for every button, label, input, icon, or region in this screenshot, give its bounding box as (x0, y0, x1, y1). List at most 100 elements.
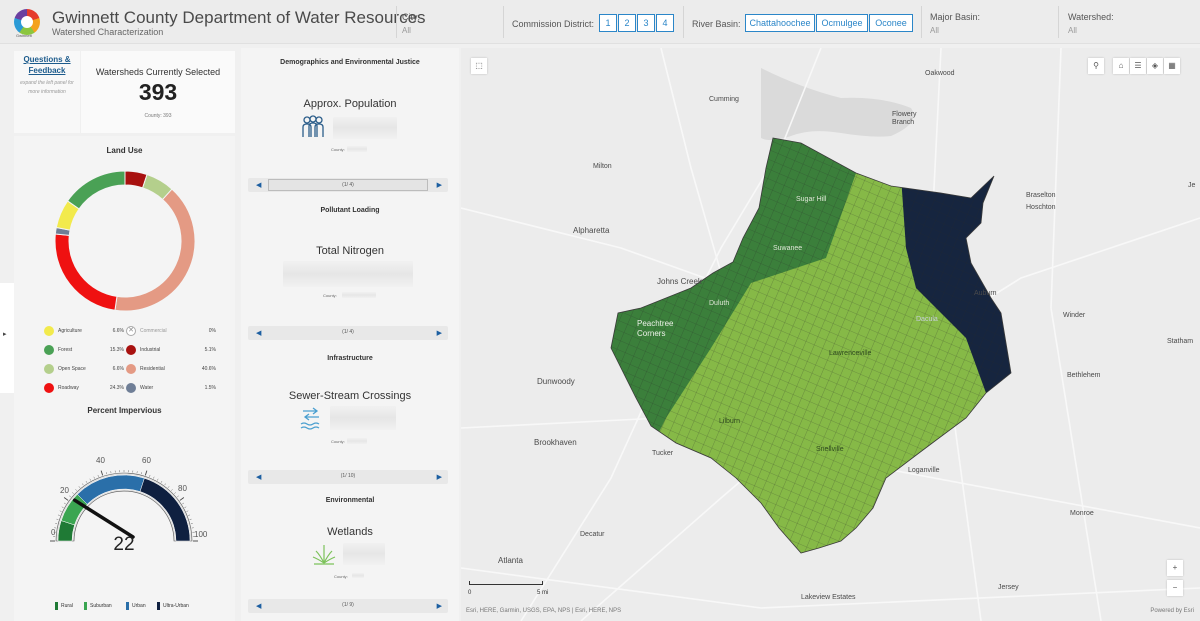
pager-next-icon[interactable]: ▶ (436, 182, 442, 189)
watersheds-selected-title: Watersheds Currently Selected (95, 67, 221, 77)
legend-value: 5.1% (204, 347, 216, 353)
gauge-tick (164, 483, 166, 486)
legend-label: Forest (58, 347, 73, 353)
gauge-tick (160, 480, 163, 483)
population-county-label: County: (331, 147, 345, 152)
commission-district-4-button[interactable]: 4 (656, 14, 674, 32)
nitrogen-county-label: County: (323, 293, 337, 298)
land-use-legend-item[interactable]: Agriculture 6.6% (44, 326, 124, 336)
basemap-gallery-button[interactable]: ▦ (1164, 58, 1180, 74)
pollutant-loading-title: Pollutant Loading (320, 207, 380, 214)
place-label-brookhaven: Brookhaven (534, 438, 577, 447)
zoom-out-button[interactable]: − (1167, 580, 1183, 596)
layers-button[interactable]: ◈ (1147, 58, 1163, 74)
land-use-donut-chart[interactable] (52, 168, 198, 314)
place-label-decatur: Decatur (580, 531, 605, 538)
land-use-legend-item[interactable]: Roadway 24.3% (44, 383, 124, 393)
pager-next-icon[interactable]: ▶ (436, 330, 442, 337)
pager-next-icon[interactable]: ▶ (436, 603, 442, 610)
legend-value: 6.6% (112, 328, 124, 334)
nitrogen-county-placeholder (342, 292, 376, 298)
gauge-tick (82, 483, 84, 486)
powered-by-esri[interactable]: Powered by Esri (1150, 608, 1194, 614)
expand-arrow-icon[interactable]: ▸ (3, 331, 7, 338)
gauge-tick (144, 470, 148, 476)
place-label-loganville: Loganville (908, 467, 940, 474)
gauge-tick (63, 502, 66, 505)
gauge-tick (75, 489, 77, 491)
map-attribution: Esri, HERE, Garmin, USGS, EPA, NPS | Esr… (466, 608, 622, 614)
people-icon (302, 115, 324, 137)
land-use-legend-item[interactable]: ✕ Commercial 0% (126, 326, 216, 336)
commission-district-2-button[interactable]: 2 (618, 14, 636, 32)
place-label-tucker: Tucker (652, 450, 674, 457)
layer-list-button[interactable]: ☰ (1130, 58, 1146, 74)
land-use-legend-item[interactable]: Forest 15.3% (44, 345, 124, 355)
pager-prev-icon[interactable]: ◀ (256, 182, 262, 189)
commission-district-3-button[interactable]: 3 (637, 14, 655, 32)
land-use-slice-forest[interactable] (66, 170, 126, 210)
watershed-value[interactable]: All (1068, 26, 1077, 35)
search-button[interactable]: ⚲ (1088, 58, 1104, 74)
zoom-in-button[interactable]: + (1167, 560, 1183, 576)
select-tool-button[interactable]: ⬚ (471, 58, 487, 74)
app-subtitle: Watershed Characterization (52, 27, 164, 37)
watersheds-selected-card: Watersheds Currently Selected 393 County… (81, 51, 235, 133)
questions-feedback-link[interactable]: Questions & Feedback (23, 55, 71, 75)
watershed-map[interactable]: Oakwood Cumming Flowery Branch Milton Su… (461, 48, 1200, 621)
gauge-tick (153, 476, 155, 479)
place-label-monroe: Monroe (1070, 510, 1094, 517)
pager-page-indicator: (1/ 10) (340, 473, 356, 479)
land-use-legend-item[interactable]: Industrial 5.1% (126, 345, 216, 355)
major-basin-label: Major Basin: (930, 12, 981, 22)
land-use-legend-item[interactable]: Residential 40.6% (126, 364, 216, 374)
sewer-value-placeholder (330, 406, 396, 430)
city-filter-value[interactable]: All (402, 26, 411, 35)
land-use-slice-residential[interactable] (114, 188, 196, 312)
gauge-tick (63, 497, 69, 501)
app-header: Gwinnett Gwinnett County Department of W… (0, 0, 1200, 44)
land-use-slice-open-space[interactable] (142, 173, 173, 201)
gauge-tick-label: 20 (60, 486, 69, 495)
gauge-needle (72, 498, 135, 539)
header-divider (396, 6, 397, 38)
legend-label: Commercial (140, 328, 167, 334)
pager-prev-icon[interactable]: ◀ (256, 603, 262, 610)
place-label-auburn: Auburn (974, 290, 997, 297)
land-use-legend-item[interactable]: Open Space 6.6% (44, 364, 124, 374)
gauge-tick-label: 40 (96, 456, 105, 465)
land-use-legend-item[interactable]: Water 1.5% (126, 383, 216, 393)
legend-value: 40.6% (201, 366, 216, 372)
place-label-dacula: Dacula (916, 316, 938, 323)
legend-label: Residential (140, 366, 165, 372)
legend-label: Water (140, 385, 154, 391)
environmental-title: Environmental (325, 497, 375, 504)
major-basin-value[interactable]: All (930, 26, 939, 35)
gauge-tick (177, 495, 179, 498)
commission-district-1-button[interactable]: 1 (599, 14, 617, 32)
place-label-sugar-hill: Sugar Hill (796, 196, 827, 203)
pager-next-icon[interactable]: ▶ (436, 474, 442, 481)
header-divider (1058, 6, 1059, 38)
home-button[interactable]: ⌂ (1113, 58, 1129, 74)
wetlands-county-label: County: (334, 574, 348, 579)
pager-prev-icon[interactable]: ◀ (256, 330, 262, 337)
watersheds-selected-county: County: 393 (144, 113, 172, 119)
expand-panel-tab[interactable]: ▸ (0, 283, 14, 393)
map-canvas[interactable] (461, 48, 1200, 621)
place-label-milton: Milton (593, 163, 612, 170)
percent-impervious-value: 22 (113, 534, 135, 555)
infrastructure-title: Infrastructure (327, 355, 373, 362)
place-label-dunwoody: Dunwoody (537, 377, 575, 386)
gauge-tick (157, 478, 159, 481)
legend-label: Open Space (58, 366, 86, 372)
place-label-oakwood: Oakwood (925, 70, 955, 77)
river-basin-chattahoochee-button[interactable]: Chattahoochee (745, 14, 815, 32)
river-basin-ocmulgee-button[interactable]: Ocmulgee (816, 14, 868, 32)
river-basin-oconee-button[interactable]: Oconee (869, 14, 913, 32)
legend-swatch-icon (44, 345, 54, 355)
gauge-tick (59, 510, 62, 512)
pager-prev-icon[interactable]: ◀ (256, 474, 262, 481)
land-use-slice-roadway[interactable] (54, 233, 118, 311)
gauge-tick (171, 489, 173, 491)
